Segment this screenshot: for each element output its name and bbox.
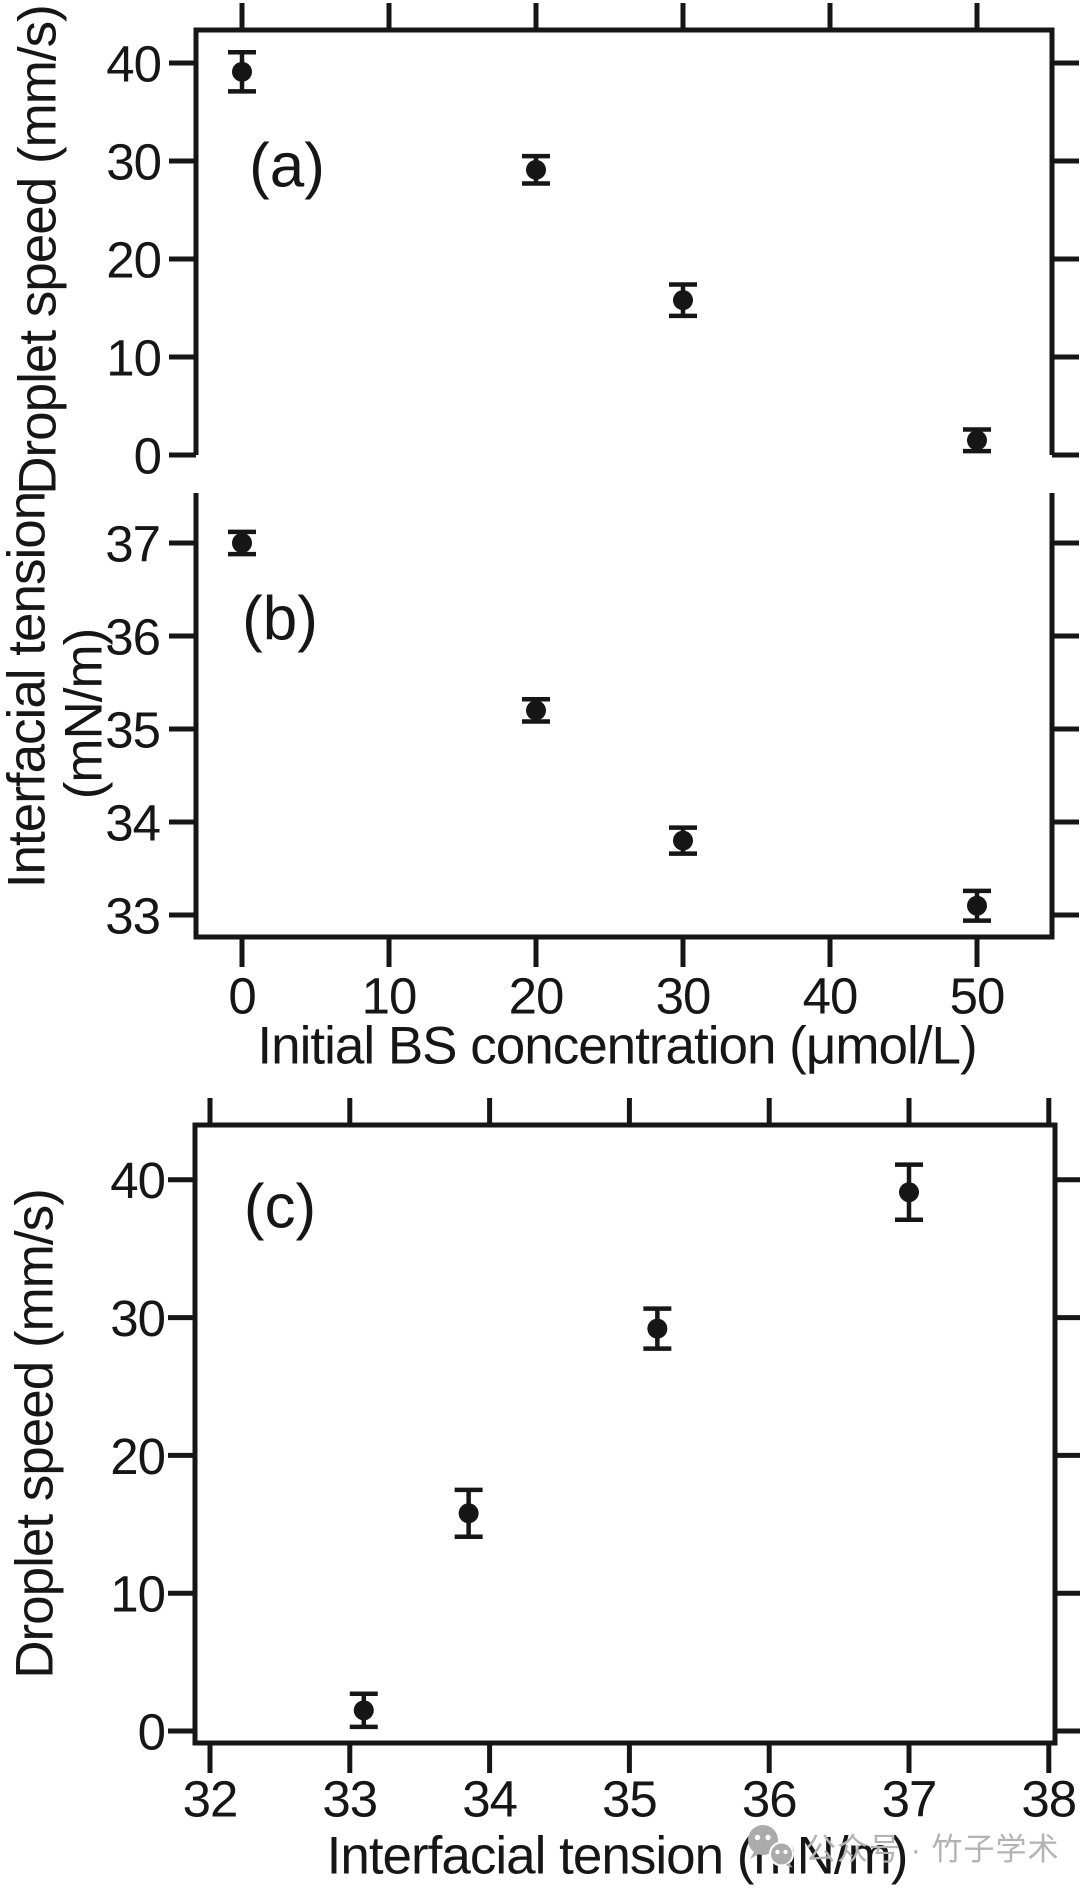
data-point [963,888,991,923]
data-point [643,1306,672,1351]
panel-a: 0 10 20 30 40 [106,3,1079,484]
x-tick-label: 37 [882,1770,937,1827]
y-tick-label: 10 [110,1566,165,1623]
data-point [349,1691,378,1730]
x-tick-label: 36 [742,1770,797,1827]
marker-circle [647,1318,668,1339]
y-tick-label: 37 [105,515,160,572]
data-point [228,529,256,557]
panel-c: 0 10 20 30 40 32 33 34 35 36 37 38 [110,1098,1080,1827]
y-tick-label: 30 [106,133,161,190]
marker-circle [967,895,987,916]
y-tick-label: 0 [138,1703,165,1760]
x-tick-label: 20 [509,967,564,1024]
data-point [669,282,697,319]
panel-b-x-axis-title: Initial BS concentration (μmol/L) [257,1016,977,1076]
x-tick-label: 30 [656,967,711,1024]
y-tick-label: 30 [110,1290,165,1347]
marker-circle [673,830,693,851]
y-tick-label: 36 [105,608,160,665]
marker-circle [526,159,546,180]
marker-circle [458,1503,479,1524]
y-tick-label: 35 [105,701,160,758]
x-tick-label: 33 [322,1770,377,1827]
y-tick-label: 40 [110,1152,165,1209]
watermark-text: 公众号 · 竹子学术 [805,1832,1060,1867]
marker-circle [232,61,252,82]
wechat-icon [748,1824,794,1868]
x-tick-label: 40 [803,967,858,1024]
data-point [454,1487,483,1539]
y-tick-label: 20 [106,231,161,288]
panel-c-letter: (c) [243,1172,317,1242]
panel-a-letter: (a) [249,131,325,201]
marker-circle [673,290,693,311]
data-point [895,1162,923,1223]
marker-circle [232,533,252,553]
x-tick-label: 34 [462,1770,517,1827]
x-tick-label: 38 [1021,1770,1076,1827]
data-point [669,825,697,856]
y-tick-label: 0 [134,427,161,484]
data-point [522,696,550,724]
marker-circle [353,1700,374,1721]
data-point [522,153,550,186]
x-tick-label: 10 [362,967,417,1024]
x-tick-label: 35 [602,1770,657,1827]
y-tick-label: 40 [106,35,161,92]
x-tick-label: 32 [183,1770,238,1827]
y-tick-label: 20 [110,1428,165,1485]
y-tick-label: 34 [105,794,160,851]
watermark: 公众号 · 竹子学术 [746,1824,1060,1869]
panel-c-y-axis-title: Droplet speed (mm/s) [5,1189,65,1679]
x-tick-label: 0 [228,967,255,1024]
panel-b-letter: (b) [242,584,318,654]
y-tick-label: 33 [105,887,160,944]
panel-b-y-axis-title-line2: (mN/m) [54,628,114,800]
y-tick-label: 10 [106,329,161,386]
marker-circle [899,1182,919,1203]
data-point [963,427,991,454]
panel-b: 33 34 35 36 37 0 10 20 30 40 50 [105,493,1079,1024]
panel-c-x-axis-title: Interfacial tension (mN/m) [326,1826,909,1886]
data-point [228,49,256,94]
marker-circle [967,430,987,451]
panel-a-y-axis-title: Droplet speed (mm/s) [8,5,68,495]
marker-circle [526,700,546,721]
x-tick-label: 50 [950,967,1005,1024]
panel-b-y-axis-title-line1: Interfacial tension [0,491,57,889]
